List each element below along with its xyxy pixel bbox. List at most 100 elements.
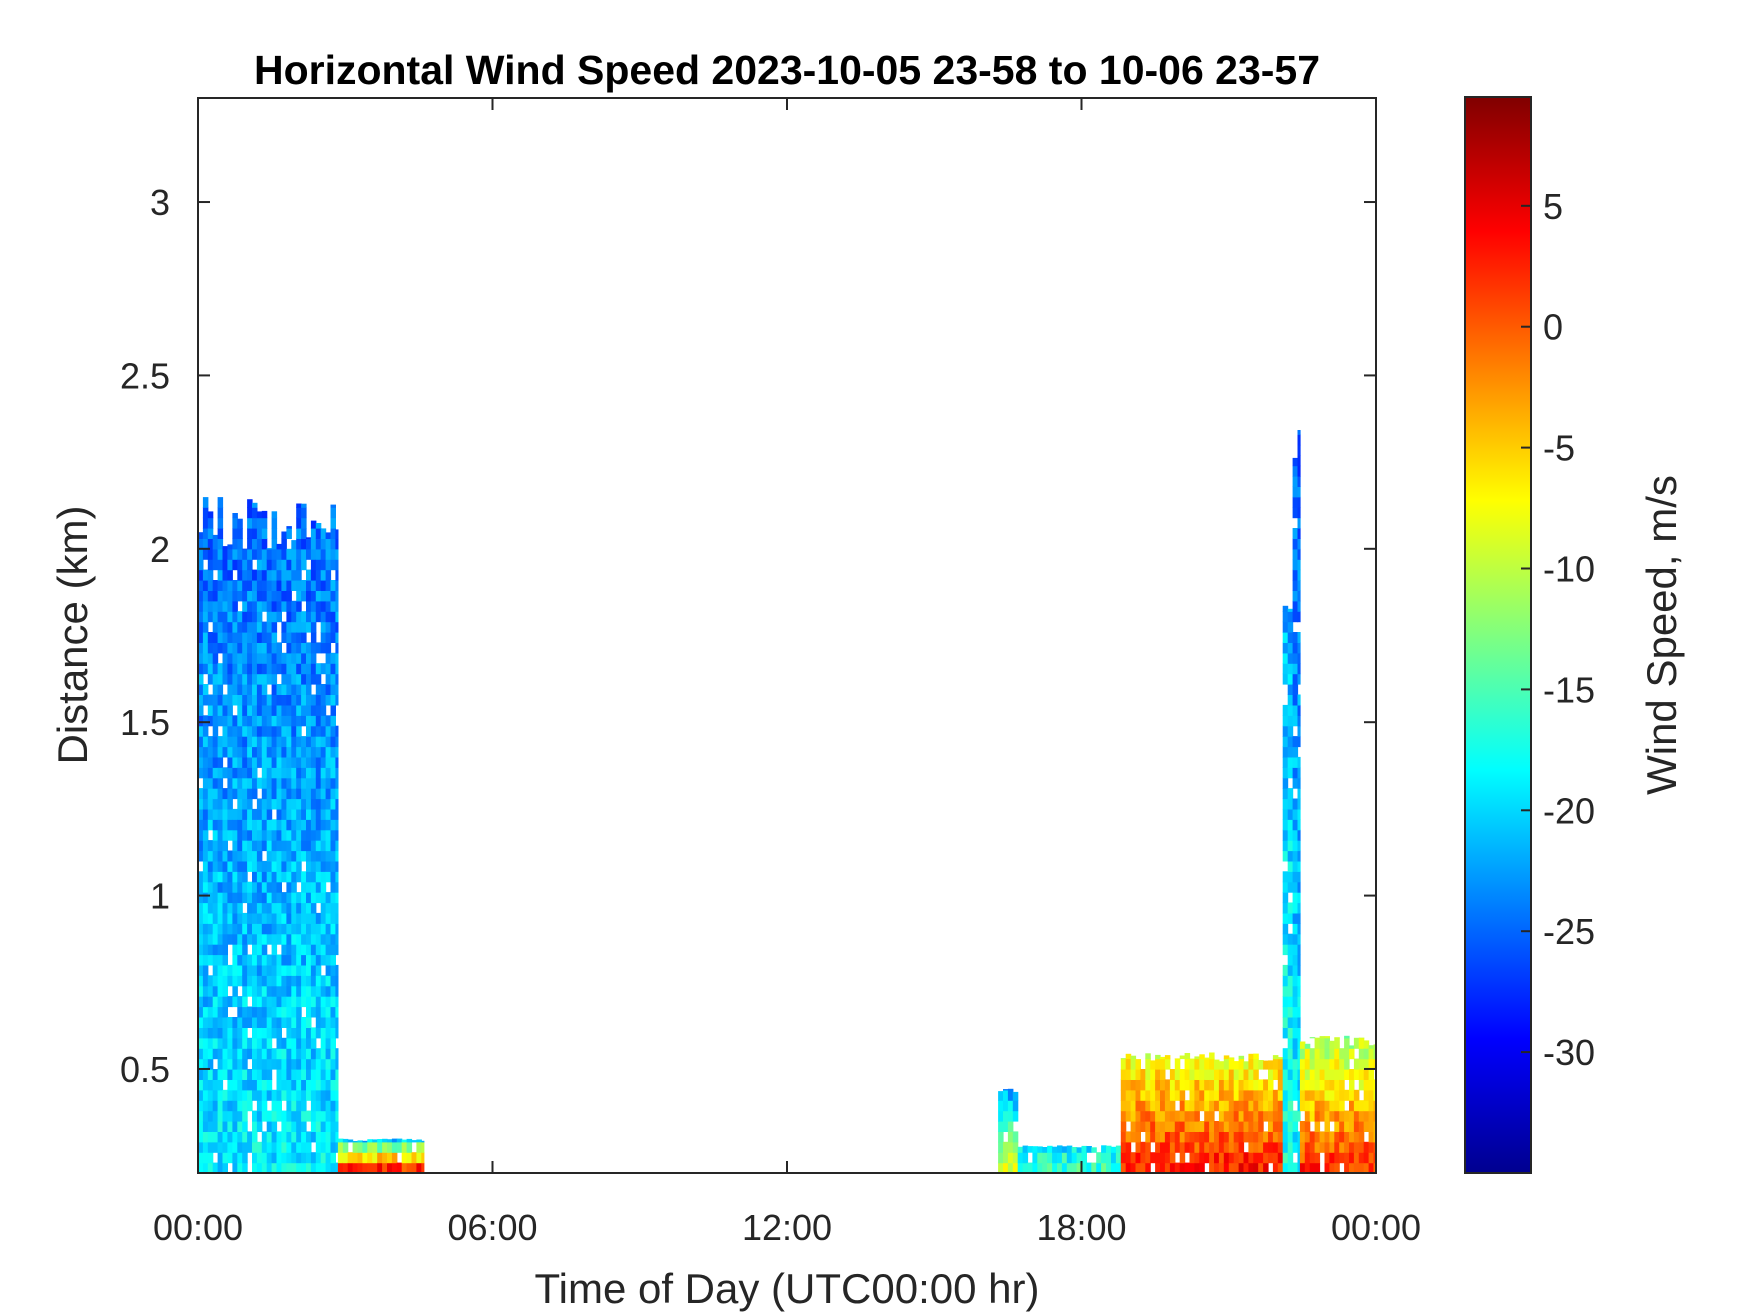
heatmap-cell-region-0 (198, 767, 204, 779)
heatmap-cell-region-0 (325, 964, 332, 976)
heatmap-cell-region-0 (212, 840, 219, 852)
heatmap-cell-region-0 (315, 756, 322, 768)
heatmap-cell-region-0 (315, 964, 322, 976)
heatmap-cell-region-0 (301, 517, 307, 529)
heatmap-cell-region-0 (261, 964, 268, 976)
heatmap-cell-region-0 (276, 1110, 282, 1122)
heatmap-cell-region-7 (1334, 1069, 1340, 1080)
heatmap-cell-region-0 (242, 985, 248, 997)
heatmap-cell-region-0 (256, 569, 263, 581)
heatmap-cell-region-0 (306, 590, 312, 602)
heatmap-cell-region-0 (301, 746, 307, 758)
heatmap-cell-region-2 (1012, 1100, 1019, 1112)
heatmap-cell-region-0 (315, 1079, 322, 1091)
heatmap-cell-region-4 (1160, 1089, 1166, 1101)
heatmap-cell-region-0 (207, 528, 214, 539)
heatmap-cell-region-0 (212, 902, 219, 914)
heatmap-cell-region-6 (1292, 663, 1299, 675)
heatmap-cell-region-7 (1368, 1100, 1375, 1112)
heatmap-cell-region-0 (222, 1131, 228, 1143)
heatmap-cell-region-4 (1169, 1131, 1176, 1143)
heatmap-cell-region-0 (310, 1079, 317, 1091)
heatmap-cell-region-0 (306, 996, 312, 1008)
heatmap-cell-region-6 (1292, 1037, 1299, 1049)
heatmap-cell-region-0 (276, 985, 282, 997)
heatmap-cell-region-0 (222, 725, 228, 737)
heatmap-cell-region-1 (411, 1152, 417, 1164)
heatmap-cell-region-0 (222, 902, 228, 914)
heatmap-cell-region-0 (212, 559, 219, 571)
heatmap-cell-region-0 (242, 840, 248, 852)
heatmap-cell-region-0 (286, 559, 292, 571)
heatmap-cell-region-0 (291, 1069, 297, 1080)
heatmap-cell-region-0 (271, 1100, 278, 1112)
heatmap-cell-region-0 (271, 777, 278, 789)
heatmap-cell-region-0 (310, 736, 317, 748)
heatmap-cell-region-7 (1304, 1069, 1311, 1080)
heatmap-cell-region-0 (237, 1110, 243, 1122)
heatmap-cell-region-6 (1297, 767, 1301, 779)
heatmap-cell-region-0 (301, 881, 307, 893)
heatmap-cell-region-4 (1160, 1100, 1166, 1112)
heatmap-cell-region-0 (315, 892, 322, 904)
heatmap-cell-region-0 (301, 559, 307, 571)
heatmap-cell-region-3 (1106, 1162, 1112, 1173)
heatmap-cell-region-0 (198, 881, 204, 893)
heatmap-cell-region-7 (1304, 1043, 1311, 1049)
heatmap-cell-region-6 (1297, 912, 1301, 924)
heatmap-cell-region-3 (1101, 1145, 1107, 1153)
heatmap-cell-region-0 (286, 1058, 292, 1070)
heatmap-cell-region-7 (1344, 1069, 1350, 1080)
heatmap-cell-region-4 (1160, 1079, 1166, 1091)
heatmap-cell-region-0 (310, 715, 317, 727)
heatmap-cell-region-7 (1299, 1041, 1306, 1049)
heatmap-cell-region-4 (1150, 1152, 1156, 1164)
heatmap-cell-region-0 (325, 746, 332, 758)
heatmap-cell-region-3 (1071, 1147, 1078, 1153)
heatmap-cell-region-0 (227, 975, 233, 987)
heatmap-cell-region-0 (325, 819, 332, 831)
heatmap-cell-region-6 (1297, 788, 1301, 800)
heatmap-cell-region-0 (222, 569, 228, 581)
heatmap-cell-region-0 (315, 975, 322, 987)
heatmap-cell-region-1 (416, 1162, 422, 1173)
heatmap-cell-region-0 (266, 954, 273, 966)
heatmap-cell-region-5 (1287, 881, 1294, 893)
heatmap-cell-region-2 (1012, 1110, 1019, 1122)
heatmap-cell-region-0 (315, 788, 322, 800)
heatmap-cell-region-0 (281, 850, 287, 862)
heatmap-cell-region-0 (306, 611, 312, 623)
heatmap-cell-region-1 (337, 1141, 344, 1153)
y-tick-label: 1 (150, 876, 170, 917)
heatmap-cell-region-4 (1277, 1152, 1284, 1164)
heatmap-cell-region-0 (310, 611, 317, 623)
y-axis: 0.511.522.53 (120, 182, 1376, 1090)
heatmap-cell-region-0 (202, 923, 209, 935)
heatmap-cell-region-0 (310, 538, 317, 550)
heatmap-cell-region-0 (296, 954, 302, 966)
heatmap-cell-region-7 (1353, 1162, 1360, 1173)
heatmap-cell-region-1 (421, 1140, 425, 1143)
heatmap-cell-region-4 (1155, 1131, 1161, 1143)
heatmap-cell-region-4 (1238, 1089, 1245, 1101)
heatmap-cell-region-0 (315, 829, 322, 841)
heatmap-cell-region-4 (1164, 1131, 1171, 1143)
heatmap-cell-region-4 (1140, 1069, 1146, 1080)
heatmap-cell-region-0 (261, 975, 268, 987)
heatmap-cell-region-0 (252, 621, 258, 633)
heatmap-cell-region-0 (276, 767, 282, 779)
heatmap-cell-region-7 (1299, 1152, 1306, 1164)
heatmap-cell-region-0 (198, 1121, 204, 1132)
heatmap-cell-region-0 (286, 1162, 292, 1173)
heatmap-cell-region-0 (212, 704, 219, 716)
heatmap-cell-region-0 (222, 621, 228, 633)
heatmap-cell-region-4 (1223, 1110, 1230, 1122)
heatmap-cell-region-0 (207, 1152, 214, 1164)
heatmap-cell-region-0 (237, 996, 243, 1008)
heatmap-cell-region-3 (1111, 1152, 1117, 1164)
heatmap-cell-region-6 (1297, 611, 1301, 623)
heatmap-cell-region-0 (271, 1027, 278, 1039)
heatmap-cell-region-0 (266, 569, 273, 581)
heatmap-cell-region-0 (232, 944, 238, 956)
heatmap-cell-region-0 (276, 715, 282, 727)
